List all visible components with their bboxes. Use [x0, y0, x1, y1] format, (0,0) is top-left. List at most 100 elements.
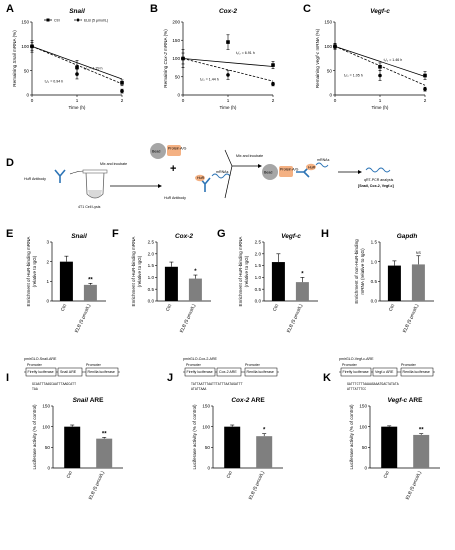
chart-title-part: ARE — [407, 397, 423, 404]
fit-line-elb — [31, 45, 123, 85]
bar-elb — [411, 264, 425, 301]
y-tick-label: 50 — [362, 445, 368, 450]
firefly-label: Firefly luciferase — [28, 370, 54, 374]
panel-label: K — [323, 372, 331, 384]
construct-name: pmirGLO-Vegf-c-ARE — [339, 357, 374, 361]
bar-ctrl — [271, 262, 285, 301]
panel-label: C — [303, 3, 311, 15]
y-tick-label: 100 — [21, 44, 29, 49]
x-tick-label: 1 — [379, 98, 382, 103]
bead-label-2: Bead — [264, 171, 272, 175]
chart-i: I Snail ARE 0 50 100 150 Luciferase activity (… — [6, 372, 123, 500]
significance-mark: * — [301, 271, 304, 277]
x-category-label: Ctrl — [165, 303, 173, 312]
significance-mark: ** — [419, 428, 424, 434]
y-tick-label: 1.5 — [255, 263, 262, 268]
significance-mark: NS — [416, 251, 422, 255]
y-tick-label: 150 — [324, 20, 332, 25]
fit-line-ctrl — [334, 45, 426, 77]
firefly-label: Firefly luciferase — [343, 370, 369, 374]
y-tick-label: 50 — [327, 68, 333, 73]
y-tick-label: 100 — [202, 424, 210, 429]
x-category-label: Ctrl — [226, 470, 234, 479]
x-tick-label: 0 — [31, 98, 34, 103]
hur-complex-icon — [195, 173, 231, 192]
y-tick-label: 2.0 — [255, 251, 262, 256]
x-category-label: Ctrl — [383, 470, 391, 479]
y-axis-label: Luciferase activity (% of control) — [32, 404, 37, 470]
fit-line-elb — [182, 58, 274, 82]
firefly-box — [25, 367, 57, 377]
y-axis-label-part: mRNA (%) — [315, 28, 320, 51]
y-tick-label: 100 — [324, 44, 332, 49]
y-tick-label: 50 — [24, 68, 30, 73]
y-axis-label-part: Remaining — [315, 65, 320, 88]
x-category-label: ELB (5 μmol/L) — [402, 303, 420, 333]
chart-title-part: Cox-2 — [231, 397, 249, 404]
chart-title: Vegf-c — [370, 8, 390, 15]
promoter-label: Promoter — [245, 363, 261, 367]
y-tick-label: 150 — [42, 404, 50, 409]
y-axis-label: Remaining Snail mRNA (%) — [12, 30, 17, 87]
y-axis-label-part: Snail — [12, 52, 17, 63]
y-axis-label-part: Remaining — [163, 64, 168, 87]
data-point-ctrl — [226, 40, 230, 44]
bar-elb — [188, 278, 202, 301]
y-tick-label: 0 — [329, 93, 332, 98]
x-category-label: ELB (5 μmol/L) — [248, 470, 266, 500]
chart-e: E Snail 0 1 2 3 Enrichment of HuR-binding mRNA… — [6, 228, 106, 333]
y-axis-label-part: mRNA (%) — [163, 29, 168, 52]
schematic-panel-d: D HuR Antibody Mix and incubate 4T1 Cell… — [6, 143, 394, 209]
arrow-head-icon — [158, 184, 162, 188]
sequence-line: ATTTATTTCC — [347, 387, 366, 391]
panel-label: H — [321, 228, 329, 240]
half-life-annotation: t₁/₂ = 1.44 h — [200, 77, 219, 81]
half-life-annotation: t₁/₂ = 1.05 h — [344, 74, 363, 78]
construct-k: pmirGLO-Vegf-c-ARE Promoter Promoter Firefl… — [339, 357, 435, 391]
hur-antibody-label-2: HuR Antibody — [164, 196, 186, 200]
chart-title: Snail — [71, 233, 87, 240]
y-axis-label-part: Remaining — [12, 63, 17, 86]
bar-ctrl — [387, 265, 401, 301]
half-life-annotation: t₁/₂ = 6.91 h — [236, 51, 255, 55]
chart-j: J Cox-2 ARE 0 50 100 150 Luciferase activity (… — [167, 372, 283, 500]
are-label: Vegf-c ARE — [375, 370, 394, 374]
data-point-elb — [120, 89, 124, 93]
y-tick-label: 100 — [42, 424, 50, 429]
significance-mark: * — [194, 269, 197, 275]
construct-i: pmirGLO-Snail-ARE Promoter Promoter Firefly… — [24, 357, 120, 391]
sequence-line: ATATTAAA — [191, 387, 206, 391]
fit-line-elb — [334, 45, 426, 86]
y-tick-label: 1.5 — [148, 263, 155, 268]
y-axis-label-part: mRNA (%) — [12, 30, 17, 53]
sequence-line: GATTTCTTTAAAAGAAATGACTATATA — [347, 382, 399, 386]
mrna-icon — [365, 167, 391, 173]
hur-label: HuR — [197, 176, 205, 180]
y-tick-label: 0.0 — [371, 299, 378, 304]
panel-label: J — [167, 372, 173, 384]
data-point-elb — [423, 87, 427, 91]
chart-title: Vegf-c — [281, 233, 301, 240]
protein-ag-label-2: Protein A/G — [280, 168, 299, 172]
construct-name: pmirGLO-Snail-ARE — [24, 357, 57, 361]
promoter-label: Promoter — [27, 363, 43, 367]
y-tick-label: 2.0 — [148, 251, 155, 256]
promoter-label: Promoter — [86, 363, 102, 367]
bead-label: Bead — [152, 150, 160, 154]
y-axis-label: (relative to IgG) — [137, 255, 142, 287]
y-tick-label: 50 — [205, 445, 211, 450]
mix-incubate-label: Mix and incubate — [100, 162, 127, 166]
legend-label-elb: ELB (5 μmol/L) — [84, 19, 108, 23]
y-tick-label: 50 — [175, 74, 181, 79]
chart-title: Cox-2 ARE — [231, 397, 265, 404]
x-category-label: ELB (5 μmol/L) — [88, 470, 106, 500]
chart-f: F Cox-2 0.0 0.5 1.0 1.5 2.0 2.5 Enrichment of Hu… — [112, 228, 211, 333]
bar-elb — [295, 282, 309, 301]
legend-marker-ctrl — [46, 18, 50, 22]
y-tick-label: 0 — [47, 466, 50, 471]
arrow-head-icon — [258, 164, 262, 168]
y-tick-label: 2.5 — [148, 240, 155, 245]
half-life-annotation: t₁/₂ = 0.94 h — [45, 79, 64, 83]
panel-label: G — [217, 228, 226, 240]
